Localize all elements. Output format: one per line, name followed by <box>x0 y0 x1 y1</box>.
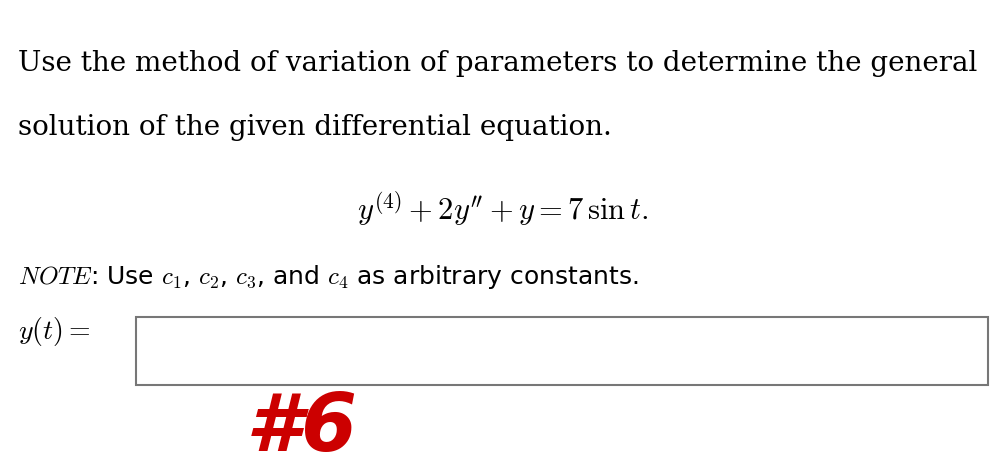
Text: $y(t) =$: $y(t) =$ <box>18 315 90 348</box>
Text: #6: #6 <box>245 390 358 468</box>
Text: $\mathit{NOTE}$: Use $c_1$, $c_2$, $c_3$, and $c_4$ as arbitrary constants.: $\mathit{NOTE}$: Use $c_1$, $c_2$, $c_3$… <box>18 263 638 290</box>
Text: Use the method of variation of parameters to determine the general: Use the method of variation of parameter… <box>18 50 978 77</box>
Text: solution of the given differential equation.: solution of the given differential equat… <box>18 114 612 140</box>
Text: $y^{(4)} + 2y'' + y = 7\,\sin t.$: $y^{(4)} + 2y'' + y = 7\,\sin t.$ <box>357 189 648 228</box>
Bar <box>136 317 988 385</box>
